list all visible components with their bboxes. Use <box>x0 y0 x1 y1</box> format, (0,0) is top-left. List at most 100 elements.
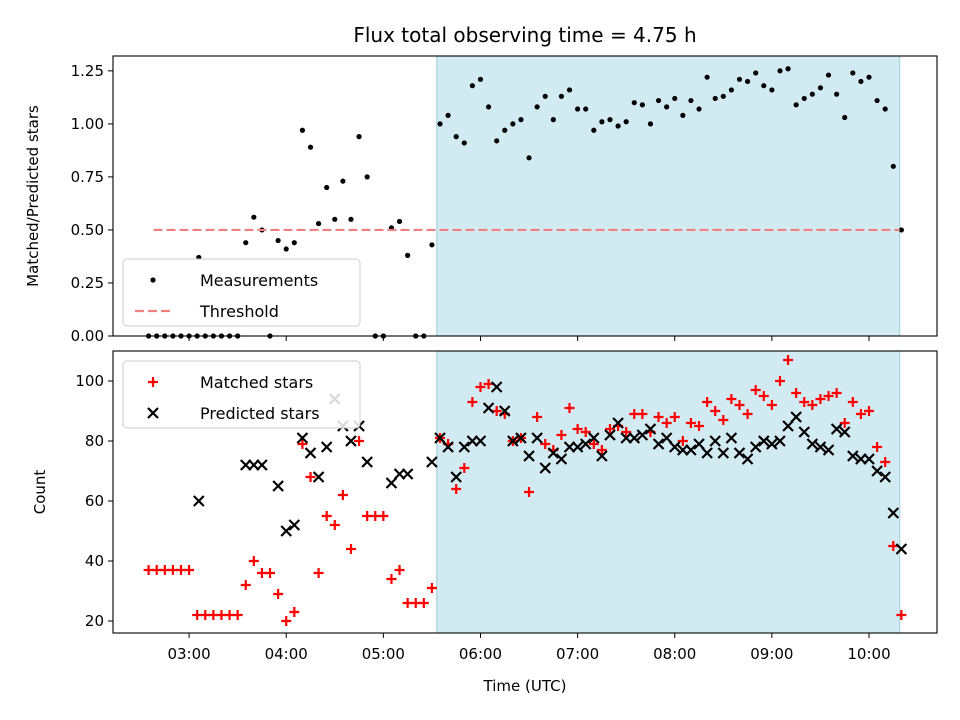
legend-label: Measurements <box>200 271 318 290</box>
predicted-star-point <box>685 444 697 456</box>
matched-star-point <box>847 397 858 407</box>
matched-star-point <box>240 580 251 590</box>
predicted-star-point <box>555 453 568 465</box>
matched-star-point <box>685 418 696 428</box>
measurement-point <box>332 216 338 222</box>
matched-star-point <box>297 439 308 449</box>
measurement-point <box>655 97 662 104</box>
measurement-point <box>437 121 443 127</box>
measurement-point <box>477 76 484 82</box>
x-tick-label: 08:00 <box>653 645 696 663</box>
predicted-star-point <box>571 441 584 453</box>
measurement-point <box>299 127 306 133</box>
matched-star-point <box>386 574 397 584</box>
y-tick-label: 20 <box>85 612 104 630</box>
measurement-point <box>348 216 354 222</box>
predicted-star-point <box>652 438 665 450</box>
y-tick-label: 100 <box>75 372 104 390</box>
bottom-panel: 20 40 60 80 100 03:00 04:00 05:00 06:00 07:00 08:0… <box>31 350 938 695</box>
matched-star-point <box>313 568 324 578</box>
x-tick-label: 03:00 <box>167 645 210 663</box>
measurement-point <box>631 100 637 106</box>
measurement-point <box>801 95 807 102</box>
predicted-star-point <box>830 423 843 435</box>
measurement-point <box>542 93 548 99</box>
measurement-point <box>753 70 759 76</box>
legend: Measurements Threshold <box>122 258 361 327</box>
measurement-point <box>340 178 346 184</box>
matched-star-point <box>855 409 866 419</box>
matched-star-point <box>491 406 502 416</box>
matched-star-point <box>184 565 195 575</box>
predicted-star-point <box>193 495 205 507</box>
matched-star-point <box>726 394 737 404</box>
predicted-star-point <box>482 402 495 414</box>
measurement-point <box>898 227 904 233</box>
measurement-point <box>510 121 516 127</box>
predicted-star-point <box>822 444 835 456</box>
measurement-point <box>834 91 840 97</box>
legend-label: Predicted stars <box>200 404 320 423</box>
matched-star-point <box>337 490 348 500</box>
measurement-point <box>566 87 573 93</box>
matched-star-point <box>799 397 810 407</box>
matched-star-point <box>694 421 705 431</box>
measurement-point <box>623 119 629 125</box>
measurement-point <box>842 114 848 121</box>
matched-star-point <box>232 610 243 620</box>
predicted-star-point <box>490 381 503 393</box>
plot-frame <box>112 55 938 337</box>
measurement-point <box>502 127 508 133</box>
measurement-point <box>704 74 710 80</box>
measurement-point <box>777 68 783 74</box>
predicted-star-point <box>725 432 738 444</box>
matched-star-point <box>459 463 470 473</box>
predicted-star-point <box>717 447 730 459</box>
matched-star-point <box>774 376 785 386</box>
matched-star-point <box>839 418 850 428</box>
measurement-point <box>882 106 888 112</box>
predicted-star-point <box>758 435 770 447</box>
matched-star-point <box>572 424 583 434</box>
predicted-star-point <box>272 480 284 492</box>
predicted-star-point <box>863 453 875 465</box>
predicted-star-point <box>345 435 357 447</box>
predicted-star-point <box>296 432 309 444</box>
predicted-star-point <box>660 432 673 444</box>
matched-star-point <box>750 385 761 395</box>
measurement-point <box>364 174 370 180</box>
predicted-star-point <box>701 447 713 459</box>
matched-star-point <box>540 439 551 449</box>
predicted-star-point <box>887 507 900 519</box>
matched-star-point <box>524 487 535 497</box>
shaded-observing-region <box>436 55 901 337</box>
measurement-point <box>494 138 500 144</box>
x-tick-label: 09:00 <box>750 645 793 663</box>
measurement-point <box>817 85 824 91</box>
matched-star-point <box>329 520 340 530</box>
predicted-star-point <box>312 471 325 483</box>
predicted-star-point <box>847 450 859 462</box>
measurement-point <box>396 218 403 225</box>
predicted-star-point <box>304 447 317 459</box>
matched-star-point <box>864 406 875 416</box>
x-axis-title: Time (UTC) <box>483 677 567 695</box>
matched-star-point <box>418 598 429 608</box>
y-tick-label: 1.00 <box>71 115 104 133</box>
predicted-star-point <box>644 423 657 435</box>
measurement-point <box>696 106 702 112</box>
measurement-point <box>461 140 467 146</box>
measurement-point <box>583 106 589 112</box>
y-tick-label: 0.00 <box>71 327 104 345</box>
predicted-star-point <box>442 441 454 453</box>
measurement-point <box>283 246 289 252</box>
measurement-point <box>639 102 645 108</box>
predicted-star-point <box>838 426 851 438</box>
y-tick-label: 40 <box>85 552 104 570</box>
matched-star-point <box>653 412 664 422</box>
legend-matched-swatch <box>148 377 158 387</box>
measurement-point <box>518 117 524 123</box>
matched-star-point <box>394 565 405 575</box>
predicted-star-point <box>498 405 511 417</box>
